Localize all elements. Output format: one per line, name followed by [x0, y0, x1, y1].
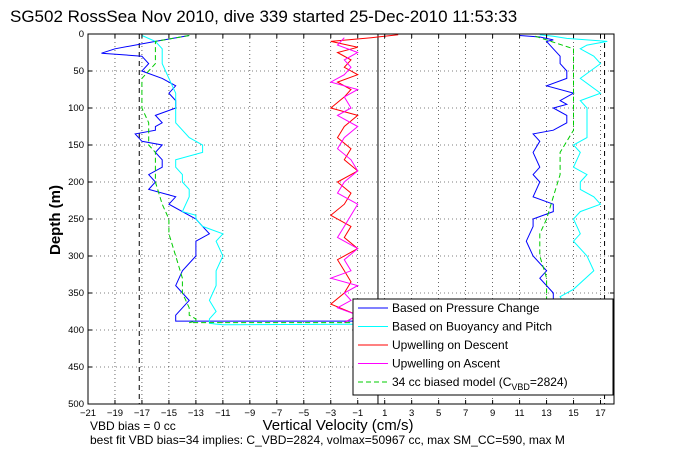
y-tick-label: 0 [79, 29, 84, 40]
x-tick-label: 9 [490, 408, 495, 419]
x-tick-label: −13 [188, 408, 204, 419]
y-tick-label: 150 [68, 140, 84, 151]
chart-title: SG502 RossSea Nov 2010, dive 339 started… [10, 7, 517, 26]
x-tick-label: −3 [325, 408, 336, 419]
x-tick-label: −7 [271, 408, 282, 419]
y-tick-label: 250 [68, 214, 84, 225]
x-tick-label: 7 [463, 408, 468, 419]
x-tick-label: 15 [568, 408, 579, 419]
series-line [329, 34, 399, 324]
y-tick-label: 300 [68, 251, 84, 262]
y-tick-label: 50 [73, 66, 84, 77]
legend-box [352, 298, 614, 396]
legend-entry: Upwelling on Descent [392, 338, 509, 352]
y-axis-label: Depth (m) [47, 185, 64, 255]
series-line [101, 35, 575, 322]
legend-entry: Based on Buoyancy and Pitch [392, 320, 552, 334]
legend: Based on Pressure Change Based on Buoyanc… [352, 298, 614, 396]
series-group [101, 34, 608, 326]
vbd-bias-annotation: VBD bias = 0 cc [90, 419, 176, 433]
x-tick-label: −9 [244, 408, 255, 419]
y-tick-label: 100 [68, 103, 84, 114]
legend-entry: Based on Pressure Change [392, 301, 540, 315]
x-tick-label: 1 [382, 408, 387, 419]
x-tick-label: 13 [541, 408, 552, 419]
best-fit-annotation: best fit VBD bias=34 implies: C_VBD=2824… [90, 433, 565, 447]
series-line [329, 37, 360, 324]
x-tick-label: −19 [107, 408, 123, 419]
x-axis-label: Vertical Velocity (cm/s) [263, 417, 414, 434]
y-tick-label: 450 [68, 362, 84, 373]
x-tick-label: 3 [409, 408, 414, 419]
y-tick-label: 500 [68, 399, 84, 410]
x-tick-label: 11 [515, 408, 525, 419]
series-line [141, 34, 608, 326]
x-tick-label: −11 [215, 408, 230, 419]
series-line [141, 35, 574, 324]
y-tick-label: 350 [68, 288, 84, 299]
x-tick-label: −17 [134, 408, 150, 419]
legend-entry: Upwelling on Ascent [392, 357, 501, 371]
x-tick-label: 5 [436, 408, 441, 419]
x-tick-label: −1 [352, 408, 363, 419]
x-tick-label: −21 [80, 408, 96, 419]
x-tick-label: 17 [595, 408, 606, 419]
y-tick-label: 400 [68, 325, 84, 336]
y-axis: 0 50 100 150 200 250 300 350 400 450 500 [68, 29, 614, 410]
y-tick-label: 200 [68, 177, 84, 188]
x-axis: −21 −19 −17 −15 −13 −11 −9 −7 −5 −3 −1 1 3 5 7 9 11 13 15 1… [80, 34, 606, 419]
x-tick-label: −15 [161, 408, 177, 419]
x-tick-label: −5 [298, 408, 309, 419]
